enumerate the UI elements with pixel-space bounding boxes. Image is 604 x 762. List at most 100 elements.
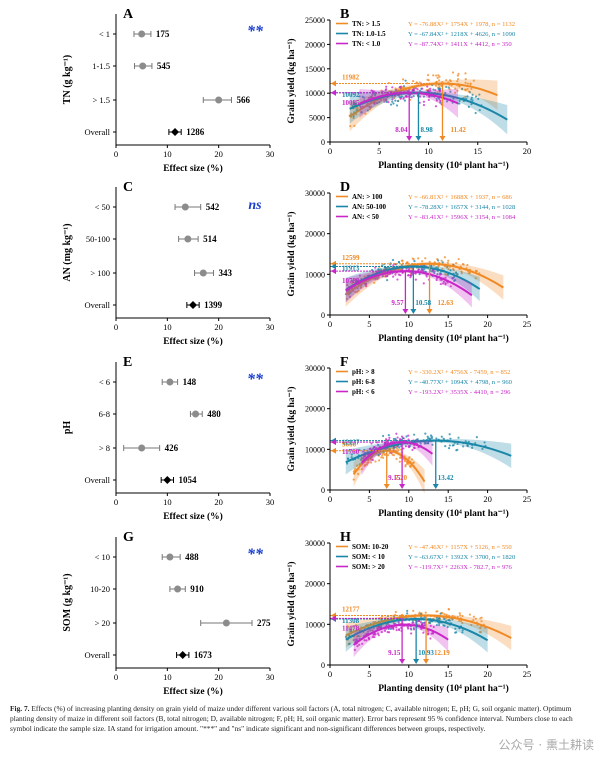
data-point [395, 104, 399, 107]
x-tick-label: 20 [483, 494, 492, 504]
row-label: Overall [85, 127, 111, 137]
data-point [385, 266, 389, 270]
legend-equation: Y = -78.28X² + 1657X + 3144, n = 1028 [408, 204, 516, 211]
data-point [404, 445, 407, 448]
legend-equation: Y = -66.81X² + 1688X + 1937, n = 686 [408, 194, 513, 201]
data-point [370, 105, 373, 108]
data-point [367, 636, 370, 639]
overall-diamond [171, 128, 180, 136]
data-point [371, 93, 374, 96]
legend-equation: Y = -330.2X² + 4756X - 7459, n = 852 [408, 369, 510, 376]
data-point [456, 78, 460, 81]
sample-size: 1673 [194, 650, 213, 660]
data-point [422, 631, 425, 634]
data-point [412, 80, 415, 83]
data-point [432, 88, 435, 91]
data-point [446, 625, 449, 629]
data-point [418, 611, 421, 614]
data-point [434, 105, 438, 108]
data-point [478, 93, 481, 96]
data-point [437, 74, 440, 77]
data-point [410, 458, 414, 461]
data-point [442, 624, 445, 627]
data-point [363, 275, 366, 278]
data-point [354, 102, 358, 105]
data-point [457, 436, 460, 439]
data-point [436, 90, 439, 94]
data-point [398, 86, 401, 89]
optimum-density-label: 9.57 [391, 299, 404, 307]
y-tick-label: 10000 [305, 620, 325, 629]
data-point [427, 632, 430, 635]
data-point [410, 271, 413, 275]
effect-point [166, 553, 174, 561]
data-point [429, 89, 432, 92]
data-point [435, 266, 438, 269]
sample-size: 175 [156, 29, 170, 39]
data-point [399, 456, 402, 459]
optimum-arrow [413, 659, 420, 664]
data-point [397, 260, 401, 264]
data-point [376, 102, 379, 105]
data-point [418, 101, 421, 104]
optimum-arrow [399, 659, 406, 664]
x-tick-label: 10 [163, 672, 172, 682]
data-point [460, 270, 463, 273]
data-point [374, 460, 377, 463]
data-point [370, 89, 373, 92]
data-point [351, 280, 354, 283]
data-point [420, 269, 423, 272]
data-point [422, 95, 425, 98]
legend-label: pH: < 6 [352, 388, 375, 396]
x-tick-label: 25 [523, 669, 532, 679]
optimum-arrow [406, 136, 413, 141]
data-point [466, 87, 469, 90]
data-point [466, 82, 469, 85]
data-point [456, 448, 459, 451]
data-point [396, 278, 399, 281]
effect-point [199, 269, 207, 277]
data-point [356, 291, 359, 294]
data-point [386, 630, 389, 634]
legend-label: pH: > 8 [352, 368, 375, 376]
data-point [480, 616, 483, 619]
sample-size: 148 [183, 377, 197, 387]
data-point [392, 102, 395, 105]
data-point [435, 97, 438, 100]
data-point [363, 639, 366, 642]
data-point [435, 74, 438, 77]
data-point [365, 463, 369, 466]
y-axis-label: pH [62, 421, 73, 435]
data-point [447, 607, 450, 611]
y-tick-label: 10000 [305, 270, 325, 279]
x-tick-label: 10 [405, 494, 414, 504]
data-point [468, 613, 472, 616]
row-label: Overall [85, 650, 111, 660]
data-point [373, 281, 376, 284]
x-tick-label: 10 [405, 669, 414, 679]
data-point [454, 627, 457, 630]
data-point [416, 620, 419, 623]
effect-point [192, 410, 200, 418]
data-point [370, 268, 374, 272]
data-point [421, 87, 424, 90]
data-point [352, 625, 355, 628]
data-point [371, 458, 374, 462]
data-point [461, 629, 464, 632]
optimum-density-label: 8.98 [420, 126, 433, 134]
sample-size: 545 [157, 61, 171, 71]
x-tick-label: 15 [474, 146, 483, 156]
y-tick-label: 10000 [305, 445, 325, 454]
data-point [357, 289, 360, 292]
data-point [436, 272, 439, 276]
data-point [442, 437, 445, 440]
panel-label: A [123, 7, 134, 22]
data-point [464, 72, 467, 75]
optimum-arrow [383, 484, 390, 489]
x-tick-label: 0 [328, 146, 332, 156]
x-tick-label: 5 [367, 494, 371, 504]
data-point [386, 279, 389, 282]
data-point [451, 277, 454, 280]
data-point [461, 614, 464, 618]
data-point [355, 638, 358, 641]
